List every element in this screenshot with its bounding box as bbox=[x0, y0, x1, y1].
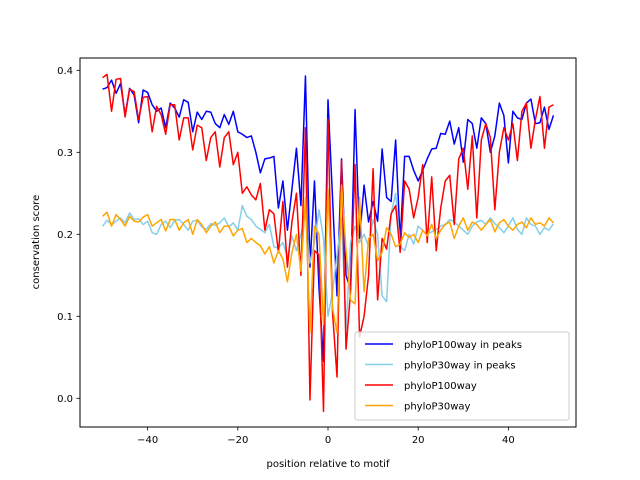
y-axis-label: conservation score bbox=[31, 195, 42, 290]
y-axis: 0.0 0.1 0.2 0.3 0.4 bbox=[57, 66, 80, 405]
series-line-phylop30way bbox=[102, 184, 555, 334]
x-tick-label: 20 bbox=[412, 435, 425, 446]
y-tick-label: 0.4 bbox=[57, 66, 73, 77]
series-layer bbox=[101, 73, 555, 413]
y-tick-label: 0.3 bbox=[57, 148, 73, 159]
x-tick-label: 40 bbox=[502, 435, 515, 446]
legend-label: phyloP30way bbox=[404, 402, 471, 413]
y-tick-label: 0.1 bbox=[57, 312, 73, 323]
series-line-phylop100way bbox=[102, 73, 554, 413]
x-tick-label: 0 bbox=[325, 435, 331, 446]
x-tick-label: −40 bbox=[137, 435, 158, 446]
x-axis: −40 −20 0 20 40 bbox=[137, 427, 515, 446]
y-tick-label: 0.2 bbox=[57, 230, 73, 241]
series-line-phylop100way-in-peaks bbox=[102, 75, 555, 363]
legend-label: phyloP100way in peaks bbox=[404, 340, 522, 351]
legend: phyloP100way in peaks phyloP30way in peak… bbox=[354, 331, 570, 421]
x-tick-label: −20 bbox=[227, 435, 248, 446]
legend-label: phyloP100way bbox=[404, 381, 477, 392]
y-tick-label: 0.0 bbox=[57, 394, 73, 405]
legend-frame bbox=[354, 331, 570, 421]
legend-label: phyloP30way in peaks bbox=[404, 361, 516, 372]
series-line-phylop30way-in-peaks bbox=[101, 192, 555, 330]
x-axis-label: position relative to motif bbox=[267, 459, 390, 470]
